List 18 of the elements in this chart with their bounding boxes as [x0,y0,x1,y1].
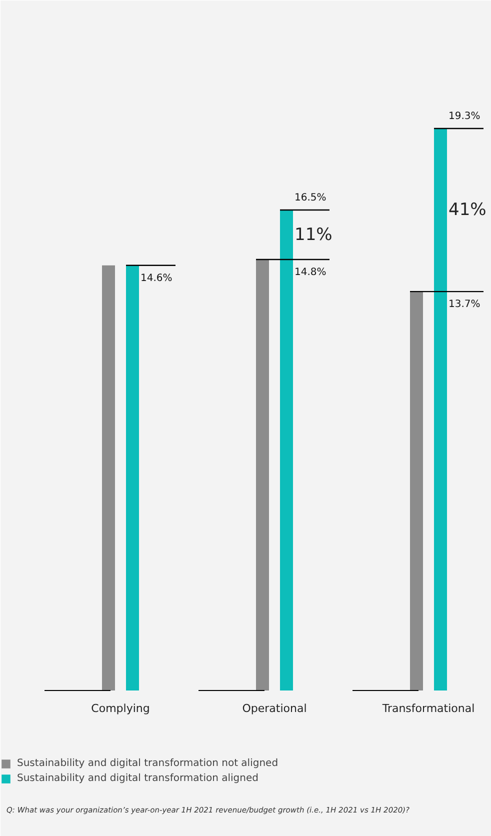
legend-label: Sustainability and digital transformation not aligned [17,758,278,769]
x-tick-label: Transformational [381,702,475,715]
bar [256,260,269,690]
bar [102,265,115,690]
data-label: 19.3% [448,111,480,122]
x-tick-label: Operational [242,702,307,715]
data-label: 14.6% [140,272,172,284]
legend-label: Sustainability and digital transformation aligned [17,773,258,784]
x-tick-label: Complying [91,702,150,715]
data-label: 13.7% [448,299,480,310]
data-label: 16.5% [294,192,326,204]
bar [280,210,293,690]
annotation: 11% [294,224,332,245]
bar [434,128,447,690]
bar [126,265,139,690]
bar [410,292,423,690]
data-label: 14.8% [294,267,326,278]
annotation: 41% [448,200,486,220]
